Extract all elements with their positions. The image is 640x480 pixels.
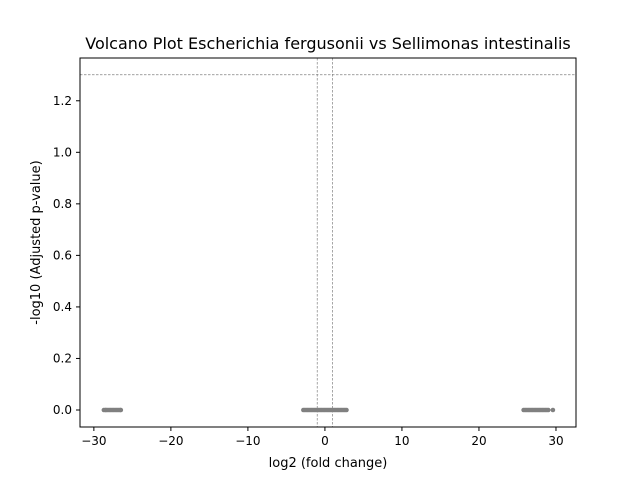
y-tick-label: 0.2	[53, 351, 72, 365]
x-tick-label: 10	[394, 434, 409, 448]
x-tick-label: 0	[321, 434, 329, 448]
y-axis-label: -log10 (Adjusted p-value)	[29, 160, 44, 324]
x-tick-label: −30	[81, 434, 106, 448]
x-axis-ticks: −30 −20 −10 0 10 20 30	[81, 427, 564, 448]
threshold-lines	[80, 58, 576, 427]
x-tick-label: 20	[471, 434, 486, 448]
data-points	[101, 407, 556, 413]
plot-area: −30 −20 −10 0 10 20 30 0.0 0.2 0.4 0.6 0.8 1.0 1.2	[53, 57, 577, 448]
y-axis-ticks: 0.0 0.2 0.4 0.6 0.8 1.0 1.2	[53, 94, 80, 417]
data-point	[118, 407, 124, 413]
y-tick-label: 0.0	[53, 403, 72, 417]
y-tick-label: 0.6	[53, 248, 72, 262]
y-tick-label: 1.2	[53, 94, 72, 108]
y-tick-label: 0.8	[53, 197, 72, 211]
data-point	[344, 407, 349, 413]
axes-frame	[79, 57, 577, 428]
x-tick-label: 30	[548, 434, 563, 448]
x-tick-label: −20	[158, 434, 183, 448]
y-tick-label: 0.4	[53, 300, 72, 314]
x-axis-label: log2 (fold change)	[269, 456, 388, 471]
x-tick-label: −10	[235, 434, 260, 448]
chart-title: Volcano Plot Escherichia fergusonii vs S…	[85, 34, 571, 53]
y-tick-label: 1.0	[53, 145, 72, 159]
data-point	[550, 407, 556, 413]
data-point	[545, 407, 551, 413]
